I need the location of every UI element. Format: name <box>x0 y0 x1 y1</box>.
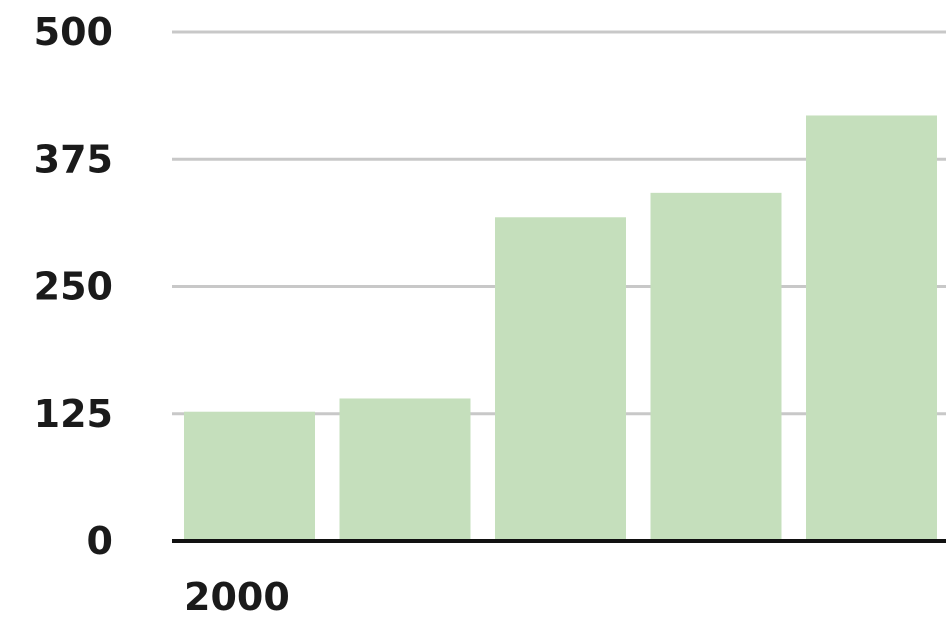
x-axis-ticks: 2000 <box>184 575 290 619</box>
y-tick-label: 375 <box>34 137 113 181</box>
y-tick-label: 250 <box>34 265 113 309</box>
y-tick-label: 125 <box>34 392 113 436</box>
bar <box>806 115 937 539</box>
bar <box>184 411 315 539</box>
y-axis-ticks: 0 125 250 375 500 <box>34 10 113 563</box>
bar <box>495 217 626 539</box>
bars <box>184 115 937 539</box>
x-tick-label: 2000 <box>184 575 290 619</box>
y-tick-label: 500 <box>34 10 113 54</box>
y-tick-label: 0 <box>87 519 113 563</box>
bar <box>339 398 471 539</box>
bar <box>650 192 782 539</box>
